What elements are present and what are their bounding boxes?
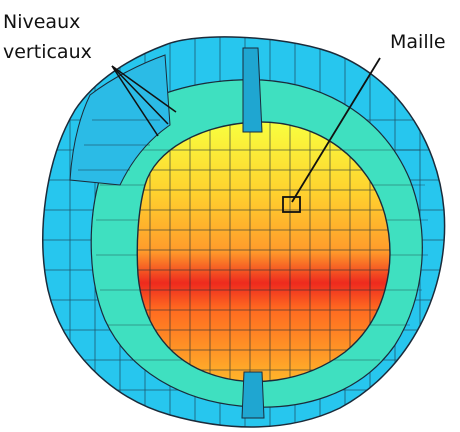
annotation-lines <box>111 57 381 213</box>
label-vertical-levels-line-1: Niveaux <box>3 11 81 33</box>
label-cell: Maille <box>390 31 446 53</box>
vertical-shaft <box>241 47 265 419</box>
inner-core <box>136 121 391 383</box>
cutaway-section <box>69 54 171 186</box>
label-vertical-levels-line-2: verticaux <box>3 41 92 63</box>
cell-highlight-box <box>282 196 301 213</box>
